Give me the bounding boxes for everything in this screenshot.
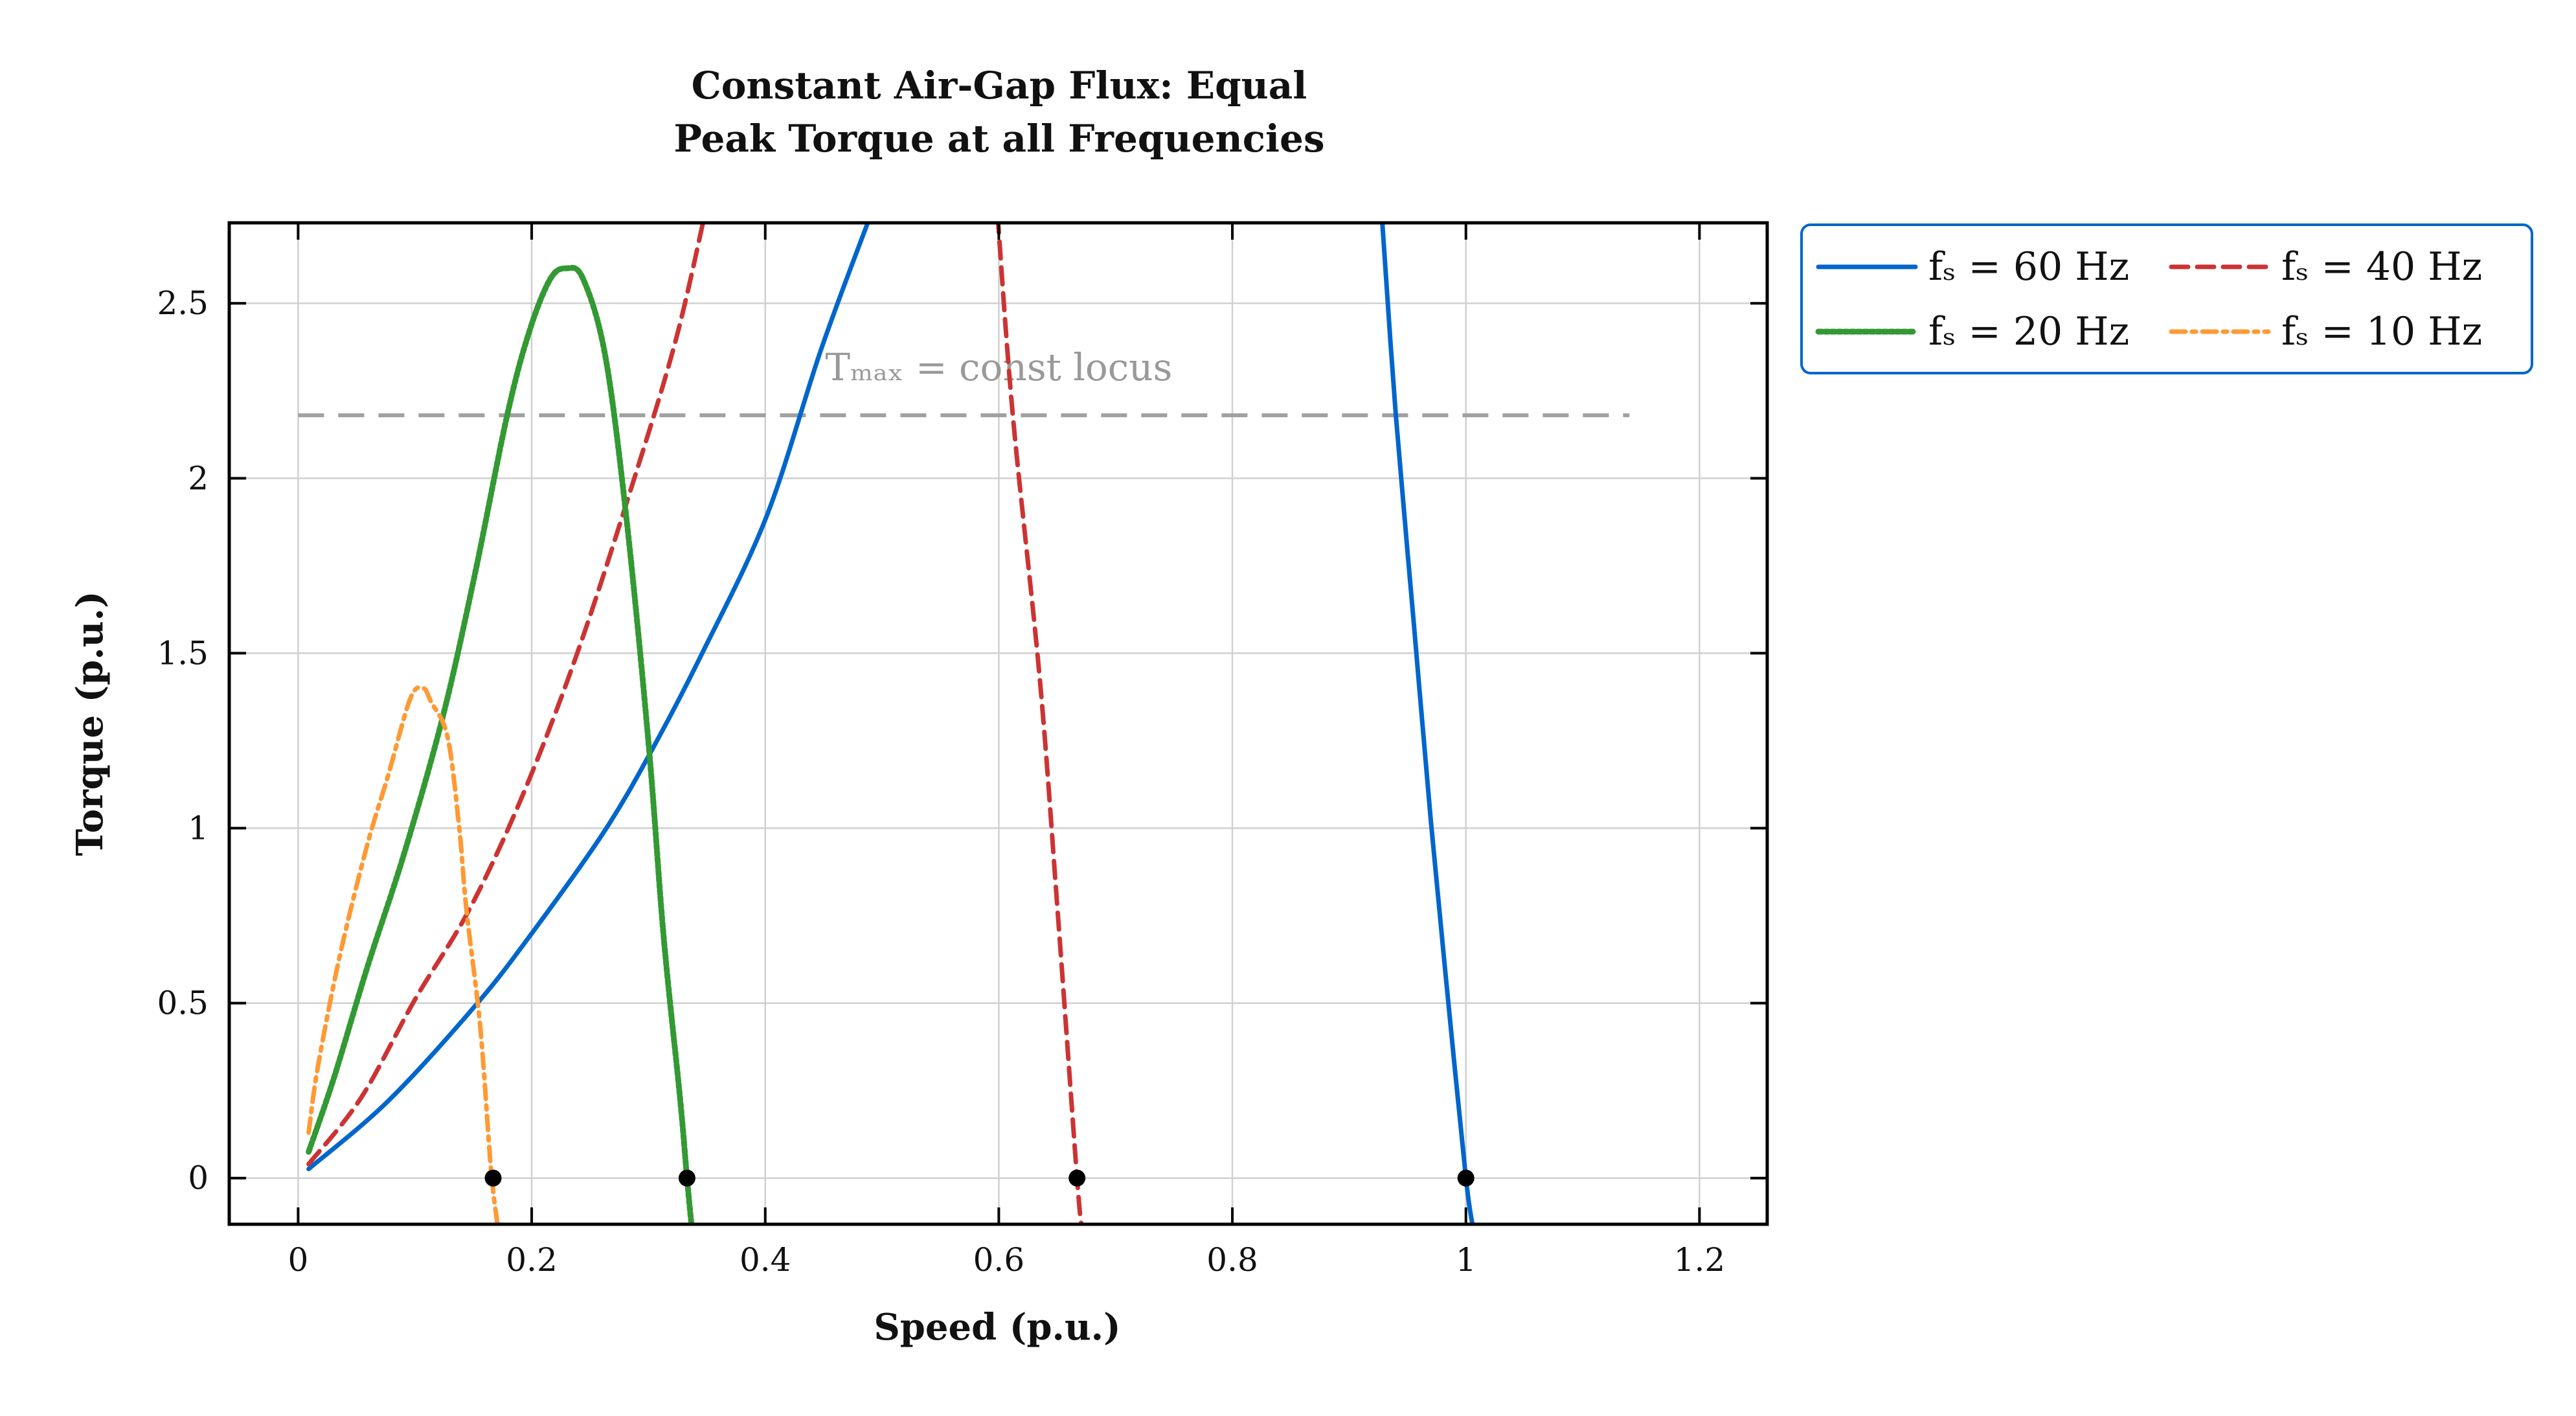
y-tick-label: 1 xyxy=(188,810,209,847)
synchronous-speed-marker xyxy=(484,1169,502,1187)
x-tick-label: 1 xyxy=(1456,1241,1476,1279)
legend: fₛ = 60 Hz fₛ = 40 Hz fₛ = 20 Hz fₛ = 10 Hz xyxy=(1800,223,2533,374)
series-line-2-branch-1 xyxy=(306,223,706,1167)
ticks: 0 0.2 0.4 0.6 0.8 1 1.2 0 0.5 1 1.5 2 2.5 xyxy=(157,223,1767,1279)
x-tick-label: 0.2 xyxy=(506,1241,558,1279)
y-tick-label: 2.5 xyxy=(157,284,209,322)
y-axis-label: Torque (p.u.) xyxy=(69,591,111,856)
series-line-2-branch-2 xyxy=(995,223,1084,1224)
series-line-1-branch-2 xyxy=(1380,223,1475,1224)
synchronous-speed-marker xyxy=(1068,1169,1086,1187)
legend-label: fₛ = 60 Hz xyxy=(1928,244,2129,290)
legend-label: fₛ = 20 Hz xyxy=(1928,309,2129,354)
series-line-4-branch-1 xyxy=(306,685,500,1224)
chart-title-line-1: Constant Air-Gap Flux: Equal xyxy=(692,63,1307,108)
x-tick-label: 0.4 xyxy=(740,1241,791,1279)
legend-label: fₛ = 40 Hz xyxy=(2281,244,2482,290)
x-tick-label: 0.8 xyxy=(1206,1241,1258,1279)
y-tick-label: 2 xyxy=(188,459,209,497)
synchronous-speed-marker xyxy=(1457,1169,1474,1187)
synchronous-speed-marker xyxy=(678,1169,695,1187)
legend-label: fₛ = 10 Hz xyxy=(2281,309,2482,354)
x-tick-label: 1.2 xyxy=(1674,1241,1726,1279)
legend-box xyxy=(1800,223,2533,374)
y-tick-label: 1.5 xyxy=(157,634,209,672)
tmax-locus-annotation: Tₘₐₓ = const locus xyxy=(825,345,1172,389)
y-tick-label: 0.5 xyxy=(157,985,209,1022)
plot-area: Tₘₐₓ = const locus xyxy=(298,223,1630,1224)
grid xyxy=(229,223,1767,1224)
series-line-1-branch-1 xyxy=(306,223,870,1172)
chart-title-line-2: Peak Torque at all Frequencies xyxy=(673,117,1324,161)
series-line-3-branch-1 xyxy=(306,264,695,1224)
x-axis-label: Speed (p.u.) xyxy=(874,1306,1120,1349)
y-tick-label: 0 xyxy=(188,1159,209,1197)
x-tick-label: 0 xyxy=(288,1241,308,1279)
x-tick-label: 0.6 xyxy=(973,1241,1025,1279)
